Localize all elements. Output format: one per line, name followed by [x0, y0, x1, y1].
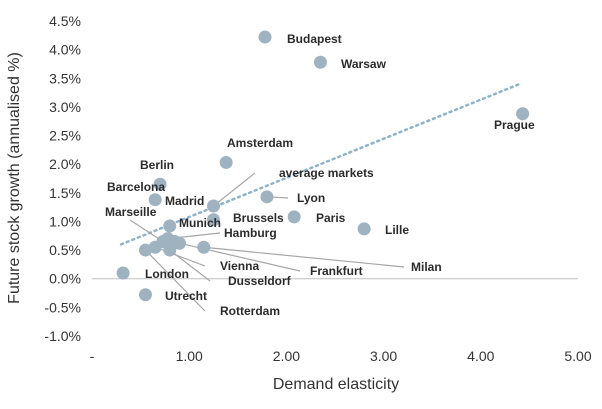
point-paris [287, 210, 301, 224]
label-munich: Munich [179, 216, 221, 230]
point-labels: Budapest Warsaw Prague Amsterdam Berlin Barce… [105, 32, 535, 318]
label-prague: Prague [494, 118, 535, 132]
label-madrid: Madrid [165, 194, 204, 208]
trendline [119, 82, 521, 246]
label-milan: Milan [411, 260, 442, 274]
label-brussels: Brussels [233, 211, 284, 225]
leader-line-rotterdam [145, 249, 206, 312]
point-dusseldorf [163, 243, 177, 257]
label-rotterdam: Rotterdam [220, 304, 280, 318]
leader-line-vienna [154, 246, 206, 267]
x-tick-label: 1.00 [176, 348, 203, 364]
point-lyon [260, 190, 274, 204]
label-utrecht: Utrecht [165, 289, 207, 303]
point-budapest [258, 30, 272, 44]
x-tick-label: - [90, 348, 95, 364]
label-london: London [145, 267, 189, 281]
leader-line-milan [203, 246, 405, 268]
y-tick-label: 0.0% [49, 271, 81, 287]
point-hamburg [161, 232, 175, 246]
y-tick-label: 0.5% [49, 242, 81, 258]
label-paris: Paris [316, 211, 346, 225]
x-tick-label: 2.00 [273, 348, 300, 364]
x-tick-label: 5.00 [564, 348, 591, 364]
point-amsterdam [219, 155, 233, 169]
leader-line-marseille [129, 219, 164, 243]
x-tick-label: 3.00 [370, 348, 397, 364]
y-tick-label: 4.0% [49, 42, 81, 58]
point-madrid [207, 213, 220, 227]
x-axis-title: Demand elasticity [273, 376, 399, 393]
y-tick-label: 2.0% [49, 156, 81, 172]
point-average-markets [207, 199, 220, 213]
label-dusseldorf: Dusseldorf [228, 274, 292, 288]
y-tick-label: -1.0% [44, 328, 81, 344]
point-warsaw [313, 55, 327, 69]
point-barcelona [148, 193, 162, 207]
x-tick-labels: - 1.00 2.00 3.00 4.00 5.00 [90, 348, 592, 364]
point-prague [516, 107, 530, 121]
y-tick-label: 1.5% [49, 185, 81, 201]
point-utrecht [138, 288, 152, 302]
x-tick-label: 4.00 [467, 348, 494, 364]
label-barcelona: Barcelona [107, 180, 165, 194]
point-berlin [153, 177, 167, 191]
label-warsaw: Warsaw [341, 57, 387, 71]
y-tick-label: 1.0% [49, 213, 81, 229]
label-lille: Lille [385, 223, 409, 237]
label-average-markets: average markets [279, 166, 374, 180]
y-tick-label: 3.5% [49, 70, 81, 86]
trendline-group [119, 82, 521, 246]
label-marseille: Marseille [105, 205, 157, 219]
point-london [116, 266, 130, 280]
label-hamburg: Hamburg [224, 226, 277, 240]
y-tick-label: 4.5% [49, 13, 81, 29]
label-budapest: Budapest [287, 32, 342, 46]
y-tick-labels: -1.0% -0.5% 0.0% 0.5% 1.0% 1.5% 2.0% 2.5% 3.0% 3.… [44, 13, 81, 344]
label-vienna: Vienna [220, 259, 259, 273]
point-brussels [163, 219, 177, 233]
data-points [116, 30, 530, 302]
leader-lines [129, 172, 405, 312]
y-tick-label: 3.0% [49, 99, 81, 115]
point-frankfurt [172, 236, 186, 250]
y-tick-label: 2.5% [49, 128, 81, 144]
label-amsterdam: Amsterdam [227, 136, 293, 150]
y-tick-label: -0.5% [44, 299, 81, 315]
label-berlin: Berlin [140, 158, 174, 172]
y-axis-title: Future stock growth (annualised %) [6, 52, 23, 304]
point-lille [357, 222, 371, 236]
leader-line-average-markets [213, 172, 256, 207]
point-rotterdam [138, 243, 152, 257]
point-milan [197, 240, 211, 254]
label-lyon: Lyon [297, 191, 325, 205]
leader-line-dusseldorf [169, 249, 211, 282]
label-frankfurt: Frankfurt [310, 264, 363, 278]
